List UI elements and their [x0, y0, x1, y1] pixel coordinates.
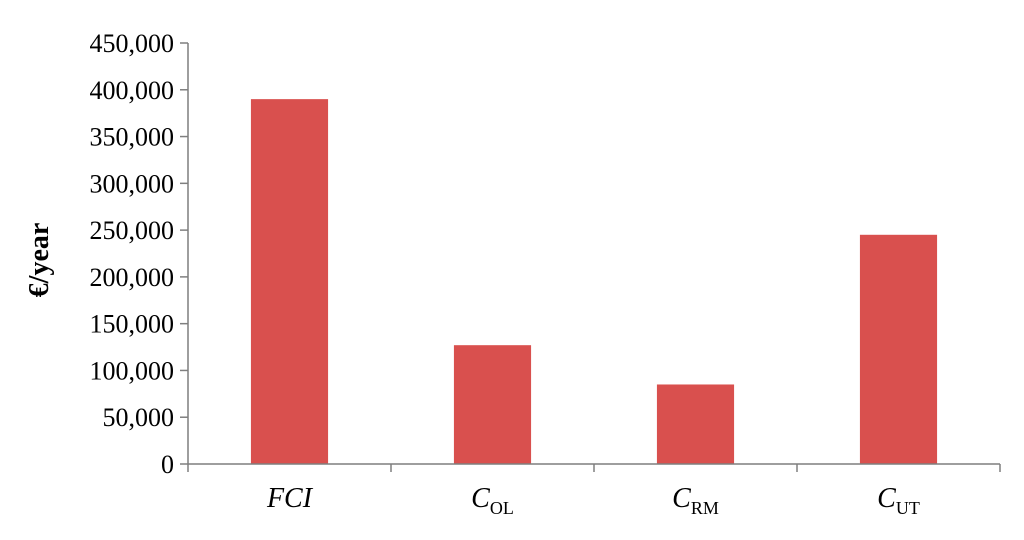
- x-tick-label: CRM: [672, 483, 719, 518]
- y-tick-label: 200,000: [90, 263, 175, 292]
- y-axis-title: €/year: [24, 223, 55, 298]
- y-tick-label: 100,000: [90, 356, 175, 385]
- x-tick-label: FCI: [266, 483, 314, 514]
- y-tick-label: 400,000: [90, 76, 175, 105]
- y-tick-label: 50,000: [103, 403, 175, 432]
- bar: [859, 234, 938, 464]
- y-tick-label: 0: [161, 450, 174, 479]
- x-tick-label: COL: [471, 483, 514, 518]
- x-tick-label: CUT: [877, 483, 920, 518]
- y-tick-label: 450,000: [90, 29, 175, 58]
- y-tick-label: 300,000: [90, 169, 175, 198]
- y-axis: 0 50,000 100,000 150,000 200,000 250,000 300,0…: [90, 29, 189, 479]
- y-tick-label: 250,000: [90, 216, 175, 245]
- x-axis: FCI COL CRM CUT: [187, 463, 1001, 518]
- bar: [250, 99, 329, 464]
- y-tick-label: 350,000: [90, 123, 175, 152]
- y-tick-label: 150,000: [90, 310, 175, 339]
- bar: [656, 384, 735, 464]
- bar: [453, 345, 532, 464]
- bars: [250, 99, 938, 464]
